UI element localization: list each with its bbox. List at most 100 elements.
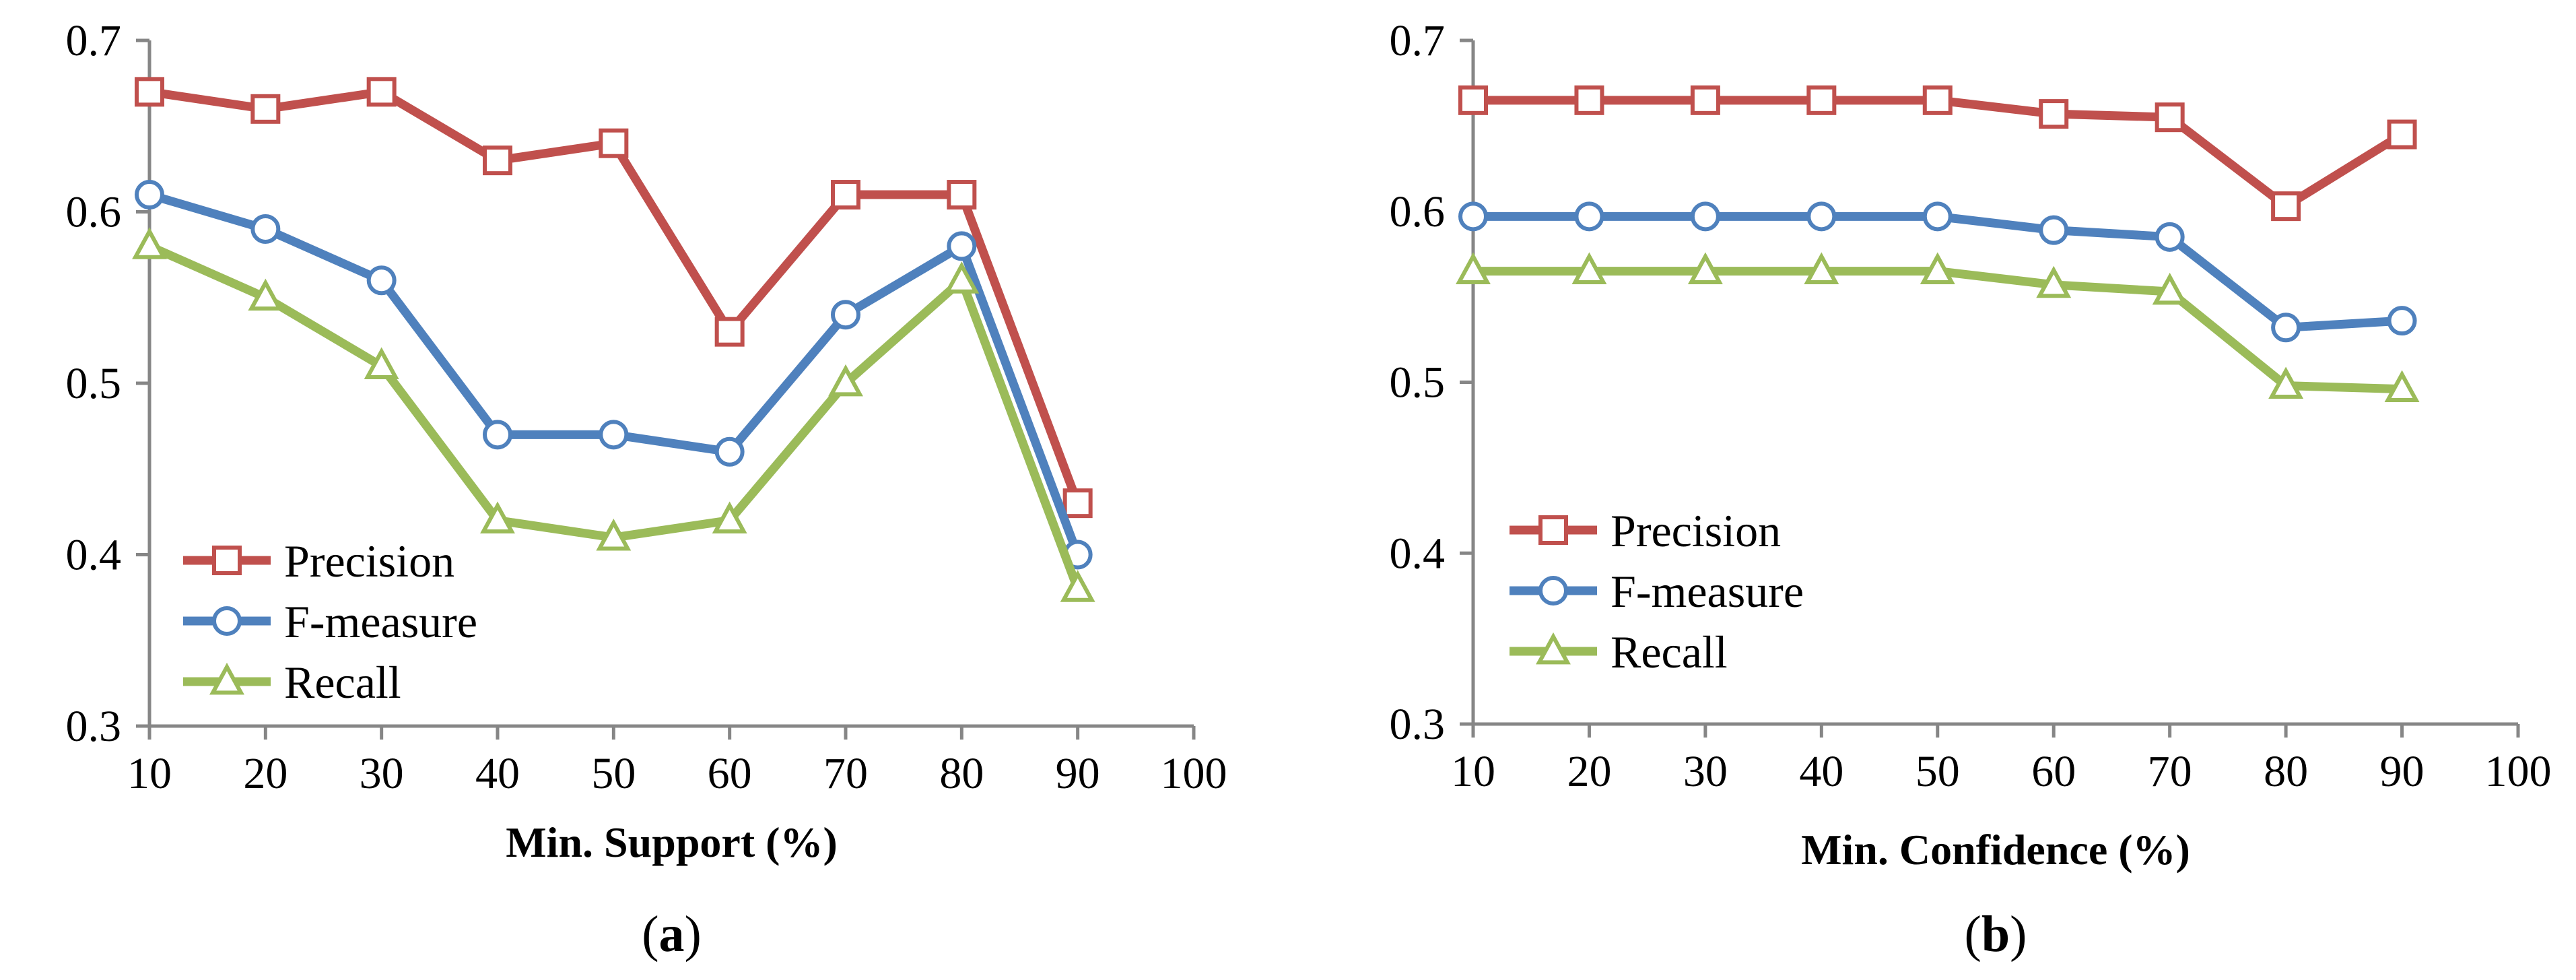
y-tick-label: 0.6 [66,188,122,237]
data-point-marker [2155,222,2185,252]
data-point-marker [2271,313,2301,343]
data-point-marker [2271,191,2301,222]
x-tick-label: 90 [2380,747,2425,796]
data-point-marker [1060,570,1095,602]
data-point-marker [1806,201,1837,232]
panel-label: (b) [1965,906,2027,962]
panel-label-close: ) [2010,906,2027,962]
data-point-marker [714,436,745,467]
x-tick-label: 30 [360,749,404,798]
x-tick-label: 40 [475,749,520,798]
data-point-marker [1456,252,1491,284]
data-point-marker [135,180,164,210]
data-point-marker [1690,201,1720,232]
x-axis-title: Min. Confidence (%) [1801,826,2190,874]
data-point-marker [1687,252,1723,284]
data-point-marker [2152,272,2188,305]
y-tick-label: 0.7 [1390,16,1446,65]
data-point-marker [714,317,745,347]
data-point-marker [2384,370,2420,403]
series-f-measure [135,180,1093,570]
data-point-marker [1458,85,1488,115]
data-point-marker [250,214,281,244]
panel-label-close: ) [685,906,702,962]
data-point-marker [1922,85,1953,115]
x-tick-label: 80 [2264,747,2308,796]
x-tick-label: 10 [127,749,172,798]
legend-marker [1536,632,1571,665]
y-tick-label: 0.3 [1390,700,1446,749]
legend: Precision F-measure Recall [1510,505,1804,678]
data-point-marker [944,261,980,294]
legend-marker [209,662,244,695]
data-point-marker [1806,85,1837,115]
y-tick-label: 0.5 [1390,358,1446,407]
x-tick-label: 10 [1451,747,1495,796]
data-point-marker [831,300,860,330]
data-point-marker [2387,306,2417,336]
data-point-marker [712,501,747,533]
x-tick-label: 80 [939,749,984,798]
data-point-marker [1574,85,1604,115]
legend-label: Precision [284,535,454,587]
data-point-marker [947,231,977,261]
series-line [145,190,1083,559]
panel-label-letter: b [1981,906,2010,962]
series-recall [132,227,1095,602]
data-point-marker [1804,252,1839,284]
legend-marker [212,546,242,575]
data-point-marker [599,128,629,158]
data-point-marker [1920,252,1955,284]
legend-label: Recall [1611,626,1728,678]
data-point-marker [366,265,397,296]
chart-panel-b: 0.3 0.4 0.5 0.6 0.7 10 20 30 40 50 60 70 80 90 100 Min.… [1390,16,2552,962]
y-tick-label: 0.3 [66,702,122,751]
data-point-marker [483,420,512,450]
legend-item: Precision [183,535,454,587]
series-precision [1458,85,2417,222]
data-point-marker [1922,201,1953,232]
panel-label-open: ( [1965,906,1981,962]
data-point-marker [2039,215,2069,245]
x-tick-label: 50 [591,749,636,798]
data-point-marker [1062,488,1093,519]
data-point-marker [483,145,512,176]
legend-marker [212,606,242,636]
data-point-marker [599,420,629,450]
y-tick-label: 0.4 [1390,529,1446,578]
series-line [1468,267,2407,394]
x-tick-label: 100 [1161,749,1227,798]
data-point-marker [2268,366,2304,399]
data-point-marker [132,227,167,259]
x-tick-label: 70 [823,749,868,798]
y-tick-label: 0.5 [66,359,122,408]
data-point-marker [1574,201,1604,232]
data-point-marker [366,77,397,107]
x-tick-label: 90 [1056,749,1100,798]
x-tick-label: 20 [1567,747,1611,796]
legend-label: Precision [1611,505,1781,556]
x-tick-label: 70 [2148,747,2192,796]
data-point-marker [828,364,863,397]
data-point-marker [2387,119,2417,150]
x-tick-label: 40 [1799,747,1843,796]
x-tick-label: 50 [1916,747,1960,796]
data-point-marker [248,278,283,311]
data-point-marker [364,347,399,379]
data-point-marker [2039,99,2069,129]
x-tick-label: 30 [1683,747,1728,796]
data-point-marker [1571,252,1607,284]
legend-item: Precision [1510,505,1781,556]
legend-label: F-measure [1611,566,1804,617]
y-tick-label: 0.6 [1390,187,1446,236]
legend-label: F-measure [284,596,477,647]
panel-label-open: ( [642,906,658,962]
x-tick-label: 100 [2485,747,2552,796]
x-tick-label: 60 [2031,747,2076,796]
legend: Precision F-measure Recall [183,535,477,708]
legend-marker [1538,515,1568,545]
data-point-marker [1690,85,1720,115]
data-point-marker [480,501,515,533]
panel-label-letter: a [659,906,685,962]
